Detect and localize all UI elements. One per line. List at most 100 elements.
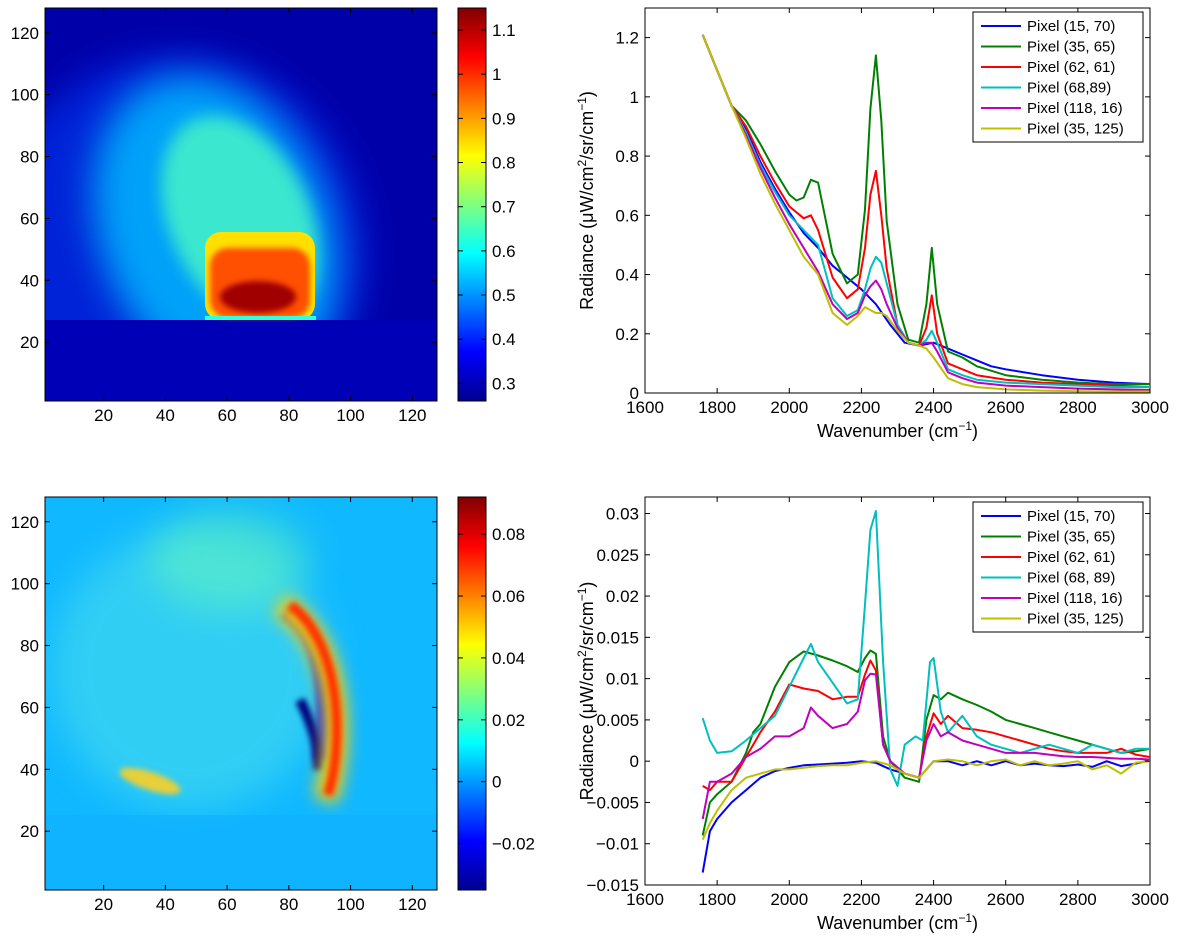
colorbar-tick-label: 0.02 bbox=[492, 711, 525, 730]
y-tick-label: 100 bbox=[11, 86, 39, 105]
x-tick-label: 2000 bbox=[770, 890, 808, 909]
y-axis-label-part: Radiance (μW/cm bbox=[577, 657, 597, 800]
top-left-heatmap-image bbox=[45, 8, 437, 401]
y-tick-label: 0.01 bbox=[606, 670, 639, 689]
x-tick-label: 100 bbox=[336, 406, 364, 425]
legend-label: Pixel (118, 16) bbox=[1027, 590, 1123, 607]
colorbar-tick-label: 0.5 bbox=[492, 286, 516, 305]
x-tick-label: 60 bbox=[218, 895, 237, 914]
y-tick-label: 60 bbox=[20, 209, 39, 228]
bottom-right-legend: Pixel (15, 70) Pixel (35, 65) Pixel (62, 6… bbox=[972, 501, 1144, 633]
x-tick-label: 2400 bbox=[915, 398, 953, 417]
legend-box bbox=[972, 501, 1144, 633]
x-tick-label: 2600 bbox=[987, 890, 1025, 909]
legend-label: Pixel (15, 70) bbox=[1027, 18, 1115, 35]
top-right-plot: 1600 1800 2000 2200 2400 2600 2800 3000 0 0.2 0.4 0… bbox=[575, 7, 1169, 441]
top-left-colorbar-ticks: 0.3 0.4 0.5 0.6 0.7 0.8 0.9 1 1.1 bbox=[458, 21, 516, 393]
colorbar-tick-label: 0.9 bbox=[492, 109, 516, 128]
y-tick-label: 0 bbox=[630, 752, 639, 771]
y-tick-label: 0.4 bbox=[615, 266, 639, 285]
series-line-6 bbox=[701, 34, 1150, 393]
series-line-5 bbox=[701, 34, 1150, 391]
x-tick-label: 40 bbox=[156, 406, 175, 425]
colorbar-tick-label: 0.3 bbox=[492, 374, 516, 393]
colorbar-tick-label: 1.1 bbox=[492, 21, 516, 40]
y-tick-label: 80 bbox=[20, 637, 39, 656]
colorbar-tick-label: 0.8 bbox=[492, 154, 516, 173]
y-axis-label-part: 2 bbox=[575, 650, 589, 657]
y-tick-label: 0.005 bbox=[596, 711, 639, 730]
y-axis-label-part: /sr/cm bbox=[577, 111, 597, 160]
y-tick-label: 0.03 bbox=[606, 505, 639, 524]
legend-label: Pixel (62, 61) bbox=[1027, 549, 1115, 566]
top-right-series-lines bbox=[701, 34, 1150, 393]
colorbar-tick-label: 1 bbox=[492, 65, 501, 84]
x-axis-label-main: Wavenumber (cm bbox=[817, 913, 958, 933]
series-line-4 bbox=[701, 510, 1150, 787]
y-tick-label: 0.2 bbox=[615, 325, 639, 344]
x-tick-label: 20 bbox=[94, 895, 113, 914]
x-tick-label: 3000 bbox=[1131, 398, 1169, 417]
y-axis-label: Radiance (μW/cm2/sr/cm−1) bbox=[575, 582, 597, 801]
top-left-heatmap: 20 40 60 80 100 120 20 40 60 80 100 120 bbox=[11, 7, 438, 425]
y-tick-label: 120 bbox=[11, 24, 39, 43]
x-tick-label: 1800 bbox=[698, 398, 736, 417]
colorbar-tick-label: 0.04 bbox=[492, 649, 525, 668]
y-axis-label-part: −1 bbox=[575, 587, 589, 601]
legend-box bbox=[972, 11, 1144, 143]
y-tick-label: −0.005 bbox=[587, 793, 639, 812]
top-left-colorbar: 0.3 0.4 0.5 0.6 0.7 0.8 0.9 1 1.1 bbox=[457, 7, 516, 402]
x-axis-label-end: ) bbox=[972, 421, 978, 441]
x-axis-label: Wavenumber (cm−1) bbox=[817, 419, 978, 441]
y-tick-label: 0.025 bbox=[596, 546, 639, 565]
x-tick-label: 2200 bbox=[843, 398, 881, 417]
top-left-colorbar-gradient bbox=[458, 8, 486, 401]
x-tick-label: 2000 bbox=[770, 398, 808, 417]
x-tick-label: 1600 bbox=[626, 398, 664, 417]
legend-label: Pixel (118, 16) bbox=[1027, 100, 1123, 117]
y-tick-label: 40 bbox=[20, 271, 39, 290]
bottom-left-colorbar: −0.02 0 0.02 0.04 0.06 0.08 bbox=[457, 496, 535, 891]
y-axis-label-part: 2 bbox=[575, 159, 589, 166]
y-tick-label: 0.6 bbox=[615, 206, 639, 225]
y-axis-label-part: ) bbox=[577, 91, 597, 97]
y-tick-label: 20 bbox=[20, 333, 39, 352]
y-axis-label-part: Radiance (μW/cm bbox=[577, 166, 597, 309]
y-tick-label: 80 bbox=[20, 148, 39, 167]
x-tick-label: 2800 bbox=[1059, 890, 1097, 909]
colorbar-tick-label: 0.08 bbox=[492, 525, 525, 544]
x-tick-label: 2800 bbox=[1059, 398, 1097, 417]
colorbar-tick-label: −0.02 bbox=[492, 835, 535, 854]
x-axis-label: Wavenumber (cm−1) bbox=[817, 911, 978, 933]
x-tick-label: 80 bbox=[279, 895, 298, 914]
legend-label: Pixel (15, 70) bbox=[1027, 508, 1115, 525]
legend-label: Pixel (35, 125) bbox=[1027, 121, 1124, 138]
legend-label: Pixel (62, 61) bbox=[1027, 59, 1115, 76]
y-tick-label: 20 bbox=[20, 822, 39, 841]
legend-label: Pixel (35, 65) bbox=[1027, 39, 1115, 56]
y-axis-label-part: −1 bbox=[575, 97, 589, 111]
x-axis-label-main: Wavenumber (cm bbox=[817, 421, 958, 441]
y-tick-label: 100 bbox=[11, 575, 39, 594]
x-tick-label: 40 bbox=[156, 895, 175, 914]
x-tick-label: 100 bbox=[336, 895, 364, 914]
y-tick-label: 0.02 bbox=[606, 587, 639, 606]
x-tick-label: 120 bbox=[398, 895, 426, 914]
y-tick-label: 0.015 bbox=[596, 628, 639, 647]
x-tick-label: 80 bbox=[279, 406, 298, 425]
series-line-2 bbox=[701, 649, 1150, 836]
x-tick-label: 1800 bbox=[698, 890, 736, 909]
y-tick-label: −0.015 bbox=[587, 876, 639, 895]
colorbar-tick-label: 0.4 bbox=[492, 330, 516, 349]
x-tick-label: 60 bbox=[218, 406, 237, 425]
x-tick-label: 3000 bbox=[1131, 890, 1169, 909]
y-tick-label: 40 bbox=[20, 760, 39, 779]
top-left-heatmap-axes: 20 40 60 80 100 120 20 40 60 80 100 120 bbox=[11, 8, 437, 425]
colorbar-tick-label: 0.6 bbox=[492, 242, 516, 261]
x-tick-label: 2200 bbox=[843, 890, 881, 909]
series-line-3 bbox=[701, 34, 1150, 389]
x-axis-label-sup: −1 bbox=[958, 911, 972, 925]
x-tick-label: 20 bbox=[94, 406, 113, 425]
bottom-right-series-lines bbox=[701, 510, 1150, 873]
